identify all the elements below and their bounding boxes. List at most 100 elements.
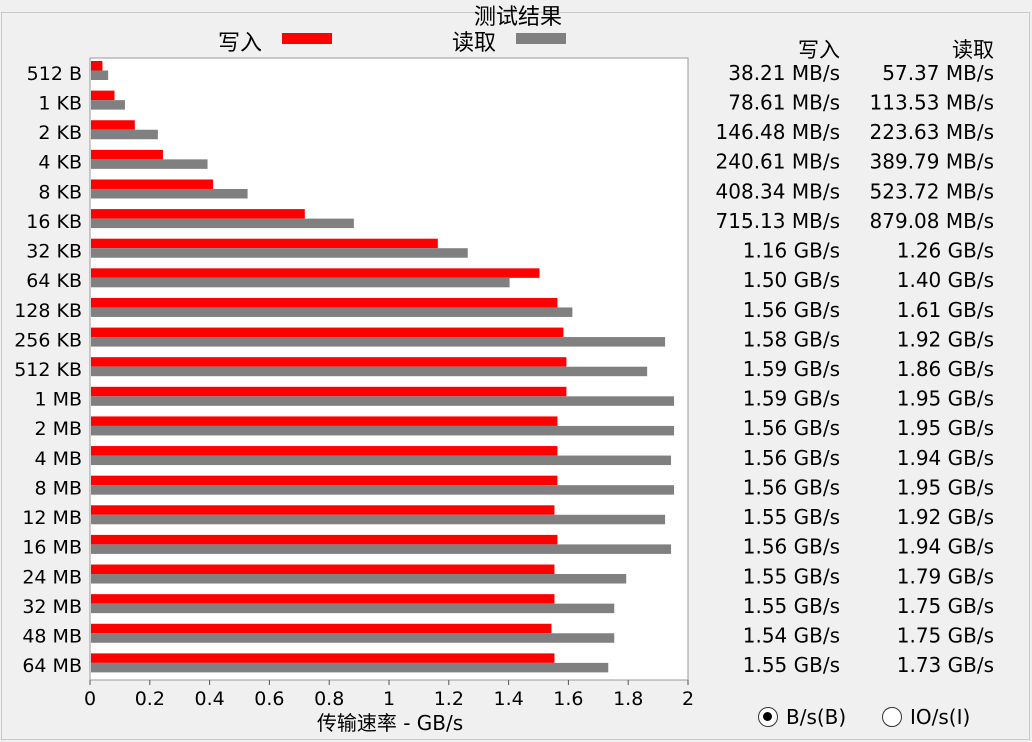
write-bar — [91, 209, 305, 219]
read-bar — [91, 159, 208, 169]
unit-bytes-radio[interactable]: B/s(B) — [758, 700, 846, 734]
write-value: 38.21 MB/s — [728, 61, 840, 85]
write-value: 715.13 MB/s — [716, 209, 840, 233]
category-label: 16 MB — [22, 537, 82, 559]
read-value: 1.95 GB/s — [897, 387, 994, 411]
x-tick-label: 0.2 — [135, 688, 165, 710]
category-label: 32 MB — [22, 596, 82, 618]
write-value: 1.58 GB/s — [743, 327, 840, 351]
read-value: 57.37 MB/s — [882, 61, 994, 85]
write-value: 1.55 GB/s — [743, 564, 840, 588]
x-tick-label: 1.4 — [493, 688, 523, 710]
x-tick-label: 1.6 — [553, 688, 583, 710]
write-value: 1.59 GB/s — [743, 357, 840, 381]
read-value: 1.95 GB/s — [897, 416, 994, 440]
write-value: 78.61 MB/s — [728, 90, 840, 114]
write-bar — [91, 179, 214, 189]
category-label: 4 KB — [38, 152, 82, 174]
write-value: 1.59 GB/s — [743, 387, 840, 411]
read-bar — [91, 603, 615, 614]
read-bar — [91, 129, 158, 140]
category-label: 64 MB — [22, 655, 82, 677]
chart-title: 测试结果 — [474, 5, 562, 30]
read-value: 1.94 GB/s — [897, 535, 994, 559]
x-tick-label: 1 — [383, 688, 395, 710]
read-bar — [91, 425, 675, 436]
category-label: 12 MB — [22, 507, 82, 529]
read-bar — [91, 70, 109, 80]
x-tick-label: 1.8 — [613, 688, 643, 710]
unit-io-radio[interactable]: IO/s(I) — [882, 700, 970, 734]
write-value: 1.56 GB/s — [743, 446, 840, 470]
read-bar — [91, 514, 666, 525]
category-label: 512 KB — [14, 359, 82, 381]
radio-checked-icon — [758, 707, 778, 727]
category-label: 64 KB — [26, 270, 82, 292]
read-value: 1.73 GB/s — [897, 653, 994, 677]
read-value: 1.61 GB/s — [897, 298, 994, 322]
unit-bytes-label: B/s(B) — [786, 705, 847, 729]
write-bar — [91, 120, 135, 130]
read-value: 1.26 GB/s — [897, 239, 994, 263]
read-bar — [91, 396, 675, 406]
read-value: 389.79 MB/s — [870, 150, 994, 174]
x-tick-label: 0.8 — [314, 688, 344, 710]
read-value: 1.95 GB/s — [897, 476, 994, 500]
write-bar — [91, 505, 555, 515]
read-bar — [91, 218, 354, 229]
read-value: 1.92 GB/s — [897, 327, 994, 351]
read-bar — [91, 455, 672, 466]
category-label: 16 KB — [26, 211, 82, 233]
read-value: 113.53 MB/s — [870, 90, 994, 114]
write-bar — [91, 475, 558, 486]
write-value: 1.50 GB/s — [743, 268, 840, 292]
x-tick-label: 0 — [84, 688, 96, 710]
read-value: 1.94 GB/s — [897, 446, 994, 470]
x-axis-title: 传输速率 - GB/s — [317, 711, 463, 735]
category-label: 8 KB — [38, 181, 82, 203]
write-bar — [91, 357, 567, 367]
legend-read-label: 读取 — [452, 31, 496, 56]
write-value: 1.55 GB/s — [743, 594, 840, 618]
read-value: 523.72 MB/s — [870, 179, 994, 203]
write-bar — [91, 653, 555, 663]
read-column-header: 读取 — [952, 38, 994, 62]
legend-write-label: 写入 — [218, 31, 262, 56]
write-bar — [91, 327, 564, 338]
read-value: 1.79 GB/s — [897, 564, 994, 588]
write-value: 1.56 GB/s — [743, 476, 840, 500]
read-value: 1.92 GB/s — [897, 505, 994, 529]
unit-io-label: IO/s(I) — [910, 705, 971, 729]
read-bar — [91, 574, 627, 584]
write-value: 146.48 MB/s — [716, 120, 840, 144]
category-label: 128 KB — [14, 300, 82, 322]
category-label: 8 MB — [34, 478, 82, 500]
write-bar — [91, 564, 555, 575]
read-bar — [91, 485, 675, 495]
category-label: 256 KB — [14, 329, 82, 351]
category-label: 32 KB — [26, 241, 82, 263]
read-value: 1.86 GB/s — [897, 357, 994, 381]
write-value: 1.16 GB/s — [743, 239, 840, 263]
read-bar — [91, 188, 248, 199]
read-value: 223.63 MB/s — [870, 120, 994, 144]
write-column-header: 写入 — [798, 38, 840, 62]
write-bar — [91, 594, 555, 604]
category-label: 4 MB — [34, 448, 82, 470]
write-value: 1.56 GB/s — [743, 298, 840, 322]
write-bar — [91, 90, 115, 101]
read-bar — [91, 307, 573, 317]
read-value: 1.40 GB/s — [897, 268, 994, 292]
write-bar — [91, 149, 163, 160]
write-value: 1.55 GB/s — [743, 505, 840, 529]
read-bar — [91, 337, 666, 347]
read-bar — [91, 100, 125, 110]
category-label: 2 MB — [34, 418, 82, 440]
write-value: 1.54 GB/s — [743, 624, 840, 648]
category-label: 1 KB — [38, 92, 82, 114]
write-bar — [91, 623, 552, 634]
write-bar — [91, 416, 558, 426]
category-label: 1 MB — [34, 389, 82, 411]
category-label: 24 MB — [22, 566, 82, 588]
